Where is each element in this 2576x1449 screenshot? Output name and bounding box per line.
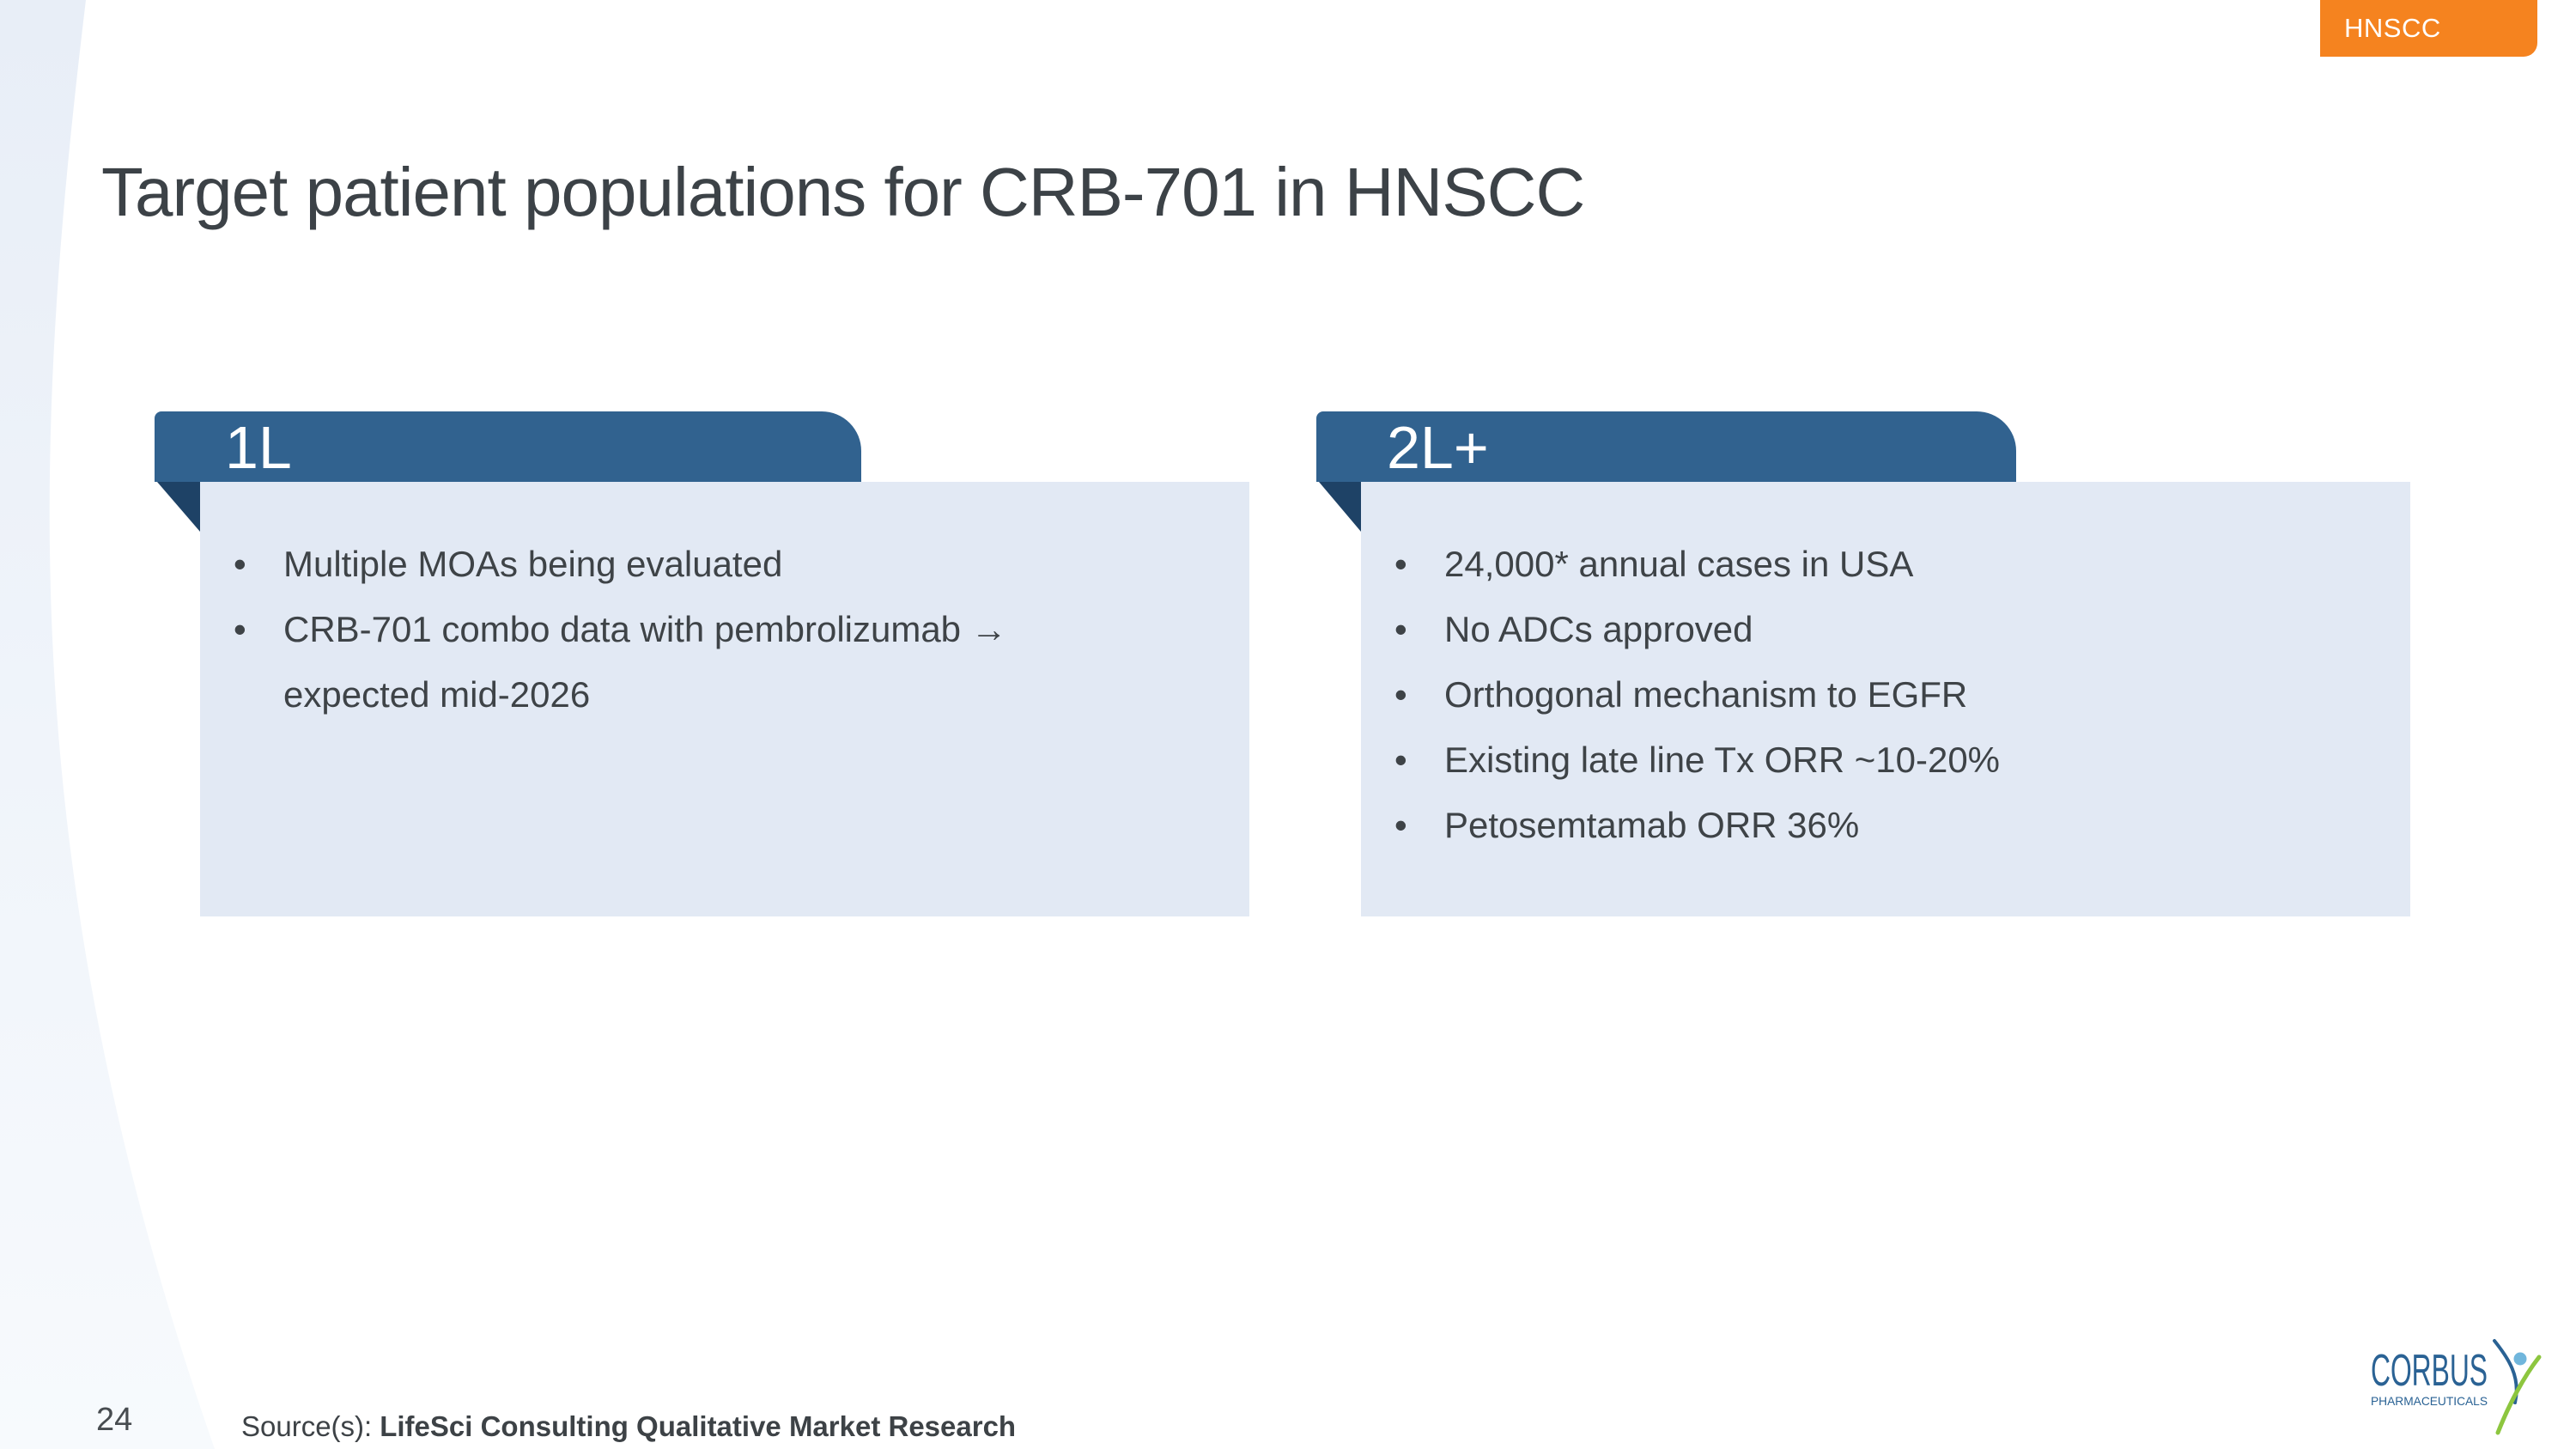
footer-page-number: 24 xyxy=(96,1402,133,1438)
bullet-item: Existing late line Tx ORR ~10-20% xyxy=(1394,728,2376,793)
corner-fold-2l-plus xyxy=(1319,482,1361,532)
bullet-list-2l-plus: 24,000* annual cases in USA No ADCs appr… xyxy=(1361,482,2410,858)
bullet-item: CRB-701 combo data with pembrolizumab → … xyxy=(234,597,1108,728)
bullet-item: Orthogonal mechanism to EGFR xyxy=(1394,662,2376,728)
tab-2l-plus-label: 2L+ xyxy=(1387,414,1489,481)
tab-1l-label: 1L xyxy=(225,414,292,481)
source-text: LifeSci Consulting Qualitative Market Re… xyxy=(380,1410,1017,1442)
footer-source: Source(s): LifeSci Consulting Qualitative… xyxy=(241,1410,1016,1443)
background-curve xyxy=(0,0,215,1449)
bullet-item: Multiple MOAs being evaluated xyxy=(234,532,1215,597)
content-box-1l: Multiple MOAs being evaluated CRB-701 co… xyxy=(200,482,1249,916)
hnscc-badge: HNSCC xyxy=(2320,0,2537,57)
source-label: Source(s): xyxy=(241,1410,373,1442)
bullet-list-1l: Multiple MOAs being evaluated CRB-701 co… xyxy=(200,482,1249,728)
hnscc-badge-label: HNSCC xyxy=(2344,13,2441,43)
bullet-item: No ADCs approved xyxy=(1394,597,2376,662)
page-title: Target patient populations for CRB-701 i… xyxy=(101,153,1585,230)
corbus-logo: CORBUS PHARMACEUTICALS xyxy=(2371,1339,2542,1435)
content-box-2l-plus: 24,000* annual cases in USA No ADCs appr… xyxy=(1361,482,2410,916)
bullet-item: 24,000* annual cases in USA xyxy=(1394,532,2376,597)
tab-2l-plus: 2L+ xyxy=(1316,411,2016,482)
bullet-item: Petosemtamab ORR 36% xyxy=(1394,793,2376,858)
logo-figure-icon xyxy=(2493,1339,2542,1435)
logo-subtext: PHARMACEUTICALS xyxy=(2371,1394,2488,1408)
tab-1l: 1L xyxy=(155,411,861,482)
logo-wordmark: CORBUS xyxy=(2371,1346,2488,1396)
